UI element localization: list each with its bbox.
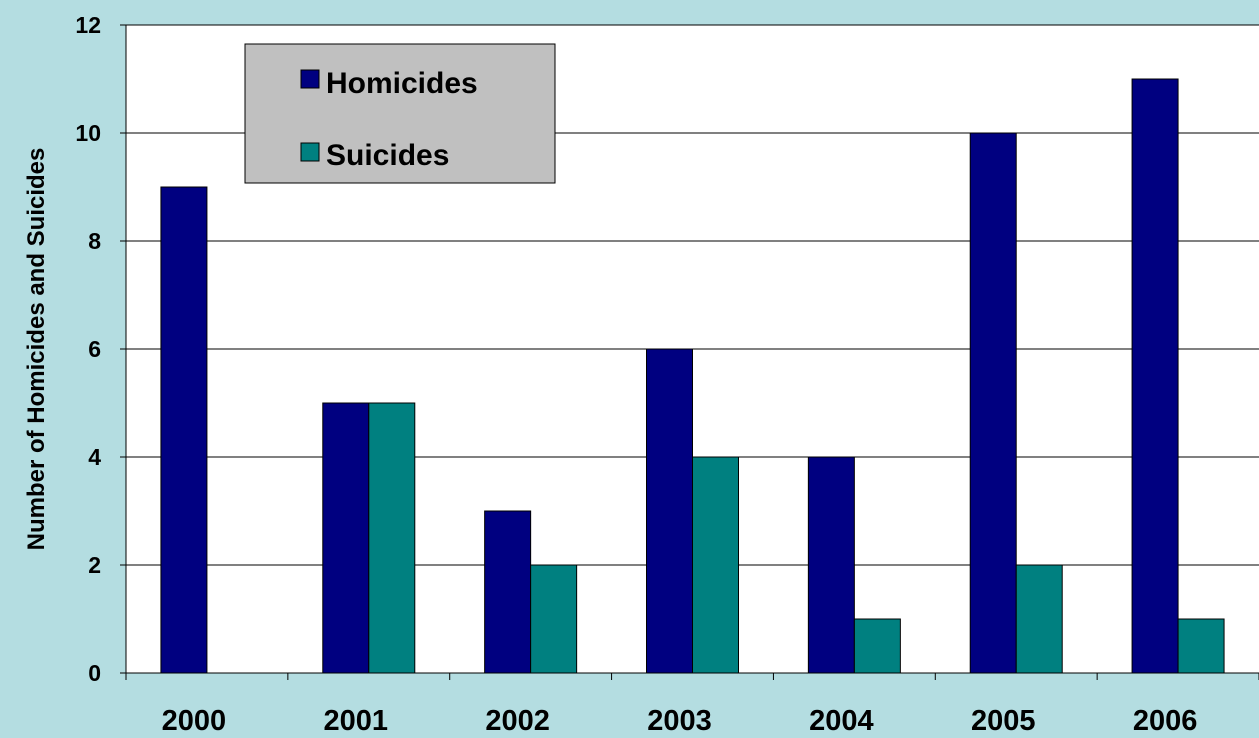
legend-box	[244, 43, 556, 184]
bar-suicides-2002	[530, 564, 578, 674]
bar-suicides-2003	[692, 456, 739, 674]
x-tick-label: 2006	[1133, 705, 1198, 733]
bars	[160, 78, 1225, 674]
bar-suicides-2006	[1177, 618, 1225, 674]
y-axis-label: Number of Homicides and Suicides	[23, 148, 50, 551]
gridlines	[120, 24, 1259, 674]
x-tick-labels: 2000 2001 2002 2003 2004 2005 2006	[162, 705, 1198, 737]
y-tick-labels: 0 2 4 6 8 10 12	[75, 12, 101, 686]
axes	[125, 25, 1259, 680]
bar-homicides-2006	[1131, 78, 1179, 674]
x-tick-label: 2004	[809, 705, 874, 733]
legend-swatch-homicides	[300, 69, 320, 89]
legend-label-suicides: Suicides	[326, 139, 449, 172]
legend-label-homicides: Homicides	[326, 67, 478, 100]
x-tick-label: 2005	[971, 705, 1036, 733]
x-tick-label: 2002	[485, 705, 550, 733]
bar-suicides-2001	[368, 402, 416, 674]
y-tick-label: 2	[88, 552, 101, 578]
y-tick-label: 12	[75, 12, 101, 38]
x-tick-label: 2000	[162, 705, 227, 733]
y-tick-label: 4	[88, 444, 101, 470]
bar-homicides-2003	[646, 348, 693, 674]
legend: Homicides Suicides	[244, 43, 556, 184]
bar-homicides-2004	[807, 456, 855, 674]
x-tick-label: 2001	[324, 705, 389, 733]
bar-homicides-2000	[160, 186, 208, 674]
bar-suicides-2004	[853, 618, 901, 674]
bar-homicides-2002	[484, 510, 532, 674]
x-tick-label: 2003	[647, 705, 712, 733]
bar-homicides-2001	[322, 402, 370, 674]
legend-swatch-suicides	[300, 142, 320, 162]
bar-suicides-2005	[1015, 564, 1063, 674]
y-tick-label: 0	[88, 660, 101, 686]
bar-homicides-2005	[969, 132, 1017, 674]
y-tick-label: 8	[88, 228, 101, 254]
y-tick-label: 10	[75, 120, 101, 146]
y-tick-label: 6	[88, 336, 101, 362]
